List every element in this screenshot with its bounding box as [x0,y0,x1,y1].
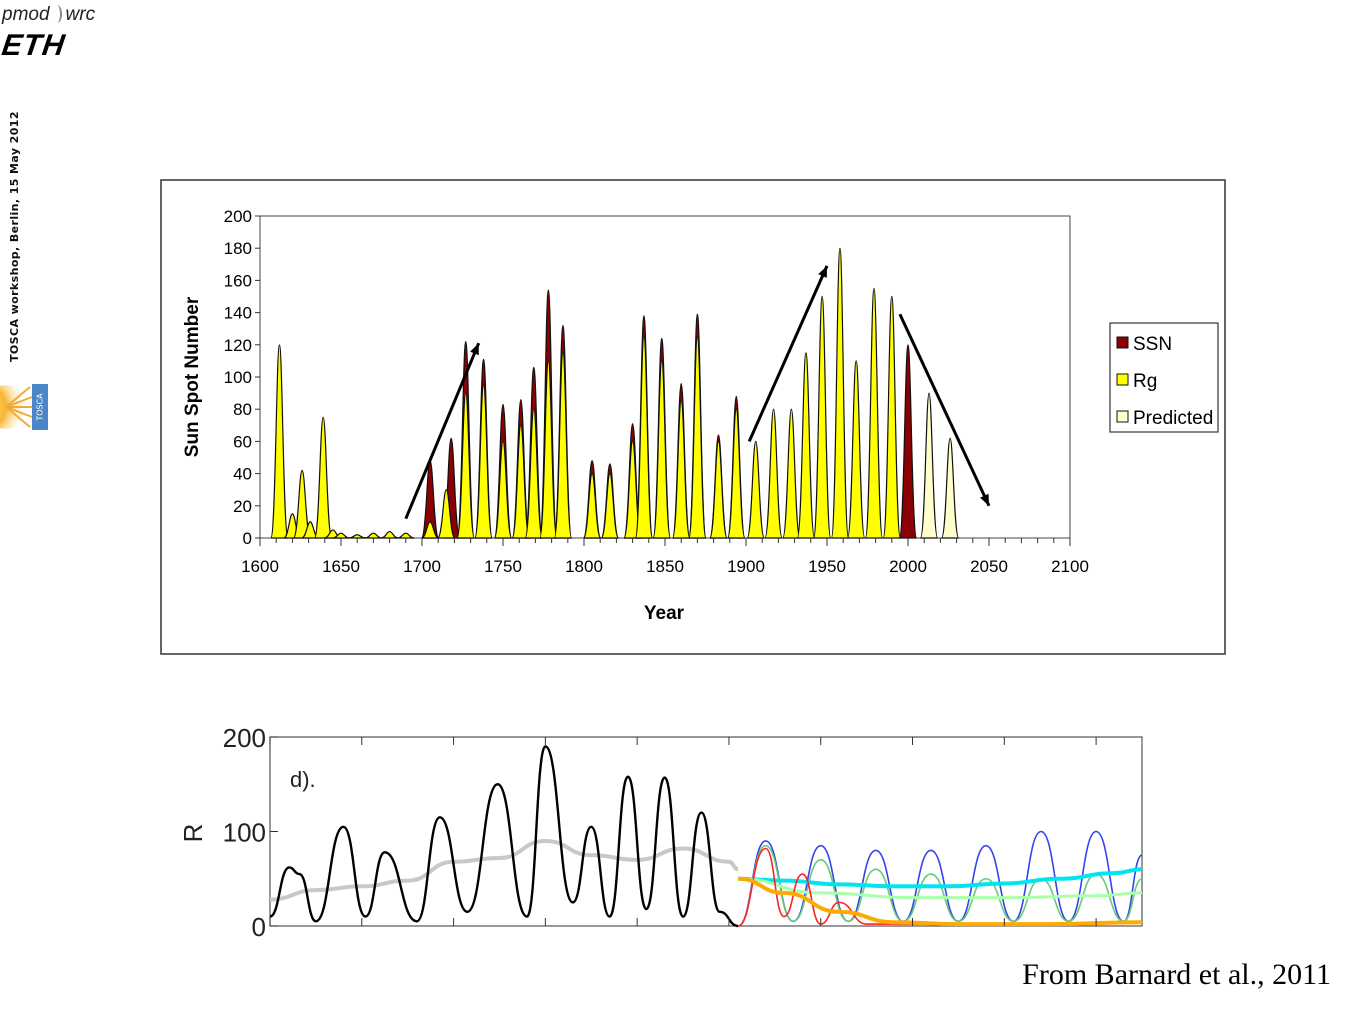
sun-rays-icon [0,385,34,429]
y-tick-label: 60 [233,432,252,451]
x-tick-label: 1850 [646,557,684,576]
arrow-head-icon [980,493,989,506]
y-tick-label: 40 [233,465,252,484]
logo-wrc-text: wrc [65,4,96,25]
legend-label-rg: Rg [1133,371,1157,392]
series-observed-black [269,745,739,928]
cycle-peak-rg-1990 [882,295,901,539]
cycle-peak-rg-1650 [332,532,350,539]
cycle-peak-rg-1660 [348,534,366,539]
tosca-logo-text: TOSCA [36,393,45,422]
y-axis-label: Sun Spot Number [182,296,203,457]
eth-logo: ETH [0,29,68,62]
cycle-peak-rg-1769 [524,408,543,539]
x-tick-label: 1900 [727,557,765,576]
cycle-peak-rg-1860 [672,400,691,539]
cycle-peak-rg-1612 [270,344,289,539]
legend: SSN Rg Predicted [1109,322,1219,433]
x-tick-label: 2100 [1051,557,1089,576]
x-tick-label: 1800 [565,557,603,576]
cycle-peak-rg-1947 [812,295,832,539]
arrow-head-icon [470,343,479,356]
series-observed-history_gray [269,838,739,902]
cycle-peak-rg-1958 [830,247,850,539]
cycle-peak-rg-1894 [727,408,746,539]
logo-pmod-text: pmod [2,4,50,25]
x-tick-label: 1700 [403,557,441,576]
source-credit: From Barnard et al., 2011 [1022,958,1331,991]
arrow-head-icon [818,265,827,278]
legend-swatch-rg [1116,373,1129,386]
y-tick-label: 80 [233,400,252,419]
series-predicted [919,392,960,539]
cycle-peak-rg-1680 [380,530,399,539]
cycle-peak-rg-1937 [796,352,816,539]
legend-label-predicted: Predicted [1133,408,1213,429]
cycle-peak-predicted-2026 [940,437,960,539]
trend-arrow-2 [747,265,829,443]
cycle-peak-rg-1705 [421,521,439,539]
cycle-peak-rg-1883 [709,440,728,539]
x-tick-label: 1600 [241,557,279,576]
tosca-logo: TOSCA [0,384,48,430]
cycle-peak-rg-1778 [539,360,558,539]
cycle-peak-rg-1816 [600,472,620,539]
y-tick-label: 100 [223,818,266,848]
panel-label: d). [290,767,316,792]
cycle-peak-rg-1727 [456,392,475,539]
workshop-caption: TOSCA workshop, Berlin, 15 May 2012 [8,111,21,362]
y-tick-label: 0 [252,912,266,940]
sunspot-chart: 0 20 40 60 80 100 120 140 160 180 200 1600 1650 1700… [160,179,1226,655]
cycle-peak-rg-1787 [553,352,573,539]
cycle-peak-rg-1805 [582,472,602,539]
y-tick-label: 200 [224,207,252,226]
logo-separator [52,5,62,23]
cycle-peak-rg-1715 [437,489,456,539]
cycle-peak-rg-1738 [474,384,493,539]
y-tick-label: 140 [224,304,252,323]
trend-arrow-3 [898,313,991,507]
trend-arrow-1 [404,342,481,520]
y-tick-label: 180 [224,239,252,258]
legend-swatch-ssn [1116,336,1129,349]
cycle-peak-rg-1979 [864,287,884,539]
cycle-peak-rg-1848 [652,360,671,539]
y-tick-label: 100 [224,368,252,387]
series-projection-model_cyan [738,867,1143,889]
cycle-peak-ssn-2000 [898,344,918,539]
cycle-peak-rg-1906 [746,440,765,539]
series-projection-model_green [737,844,1143,927]
cycle-peak-rg-1690 [397,532,415,539]
cycle-peak-rg-1870 [688,336,707,539]
cycle-peak-rg-1837 [634,336,654,539]
y-axis-label-r: R [178,824,208,843]
pmod-wrc-logo: pmod wrc [2,4,95,26]
x-tick-label: 2050 [970,557,1008,576]
y-tick-label: 20 [233,497,252,516]
projection-chart: 0 100 200 d). R [178,723,1143,940]
y-tick-label: 200 [223,723,266,753]
y-tick-label: 0 [243,529,252,548]
x-tick-label: 1950 [808,557,846,576]
series-rg [270,247,901,539]
x-tick-label: 1650 [322,557,360,576]
cycle-peak-rg-1928 [782,408,801,539]
y-tick-label: 160 [224,271,252,290]
cycle-peak-rg-1761 [511,424,530,539]
x-tick-label: 1750 [484,557,522,576]
cycle-peak-rg-1750 [493,440,513,539]
x-tick-label: 2000 [889,557,927,576]
cycle-peak-rg-1968 [846,360,866,539]
y-tick-label: 120 [224,336,252,355]
cycle-peak-rg-1639 [314,416,333,539]
cycle-peak-predicted-2013 [919,392,939,539]
series-projection-model_lightgreen [738,877,1143,900]
x-axis-label: Year [644,603,685,624]
cycle-peak-rg-1917 [764,408,783,539]
legend-label-ssn: SSN [1133,334,1172,355]
cycle-peak-rg-1670 [364,532,383,539]
legend-swatch-predicted [1116,410,1129,423]
series-projection-model_orange [738,876,1143,927]
